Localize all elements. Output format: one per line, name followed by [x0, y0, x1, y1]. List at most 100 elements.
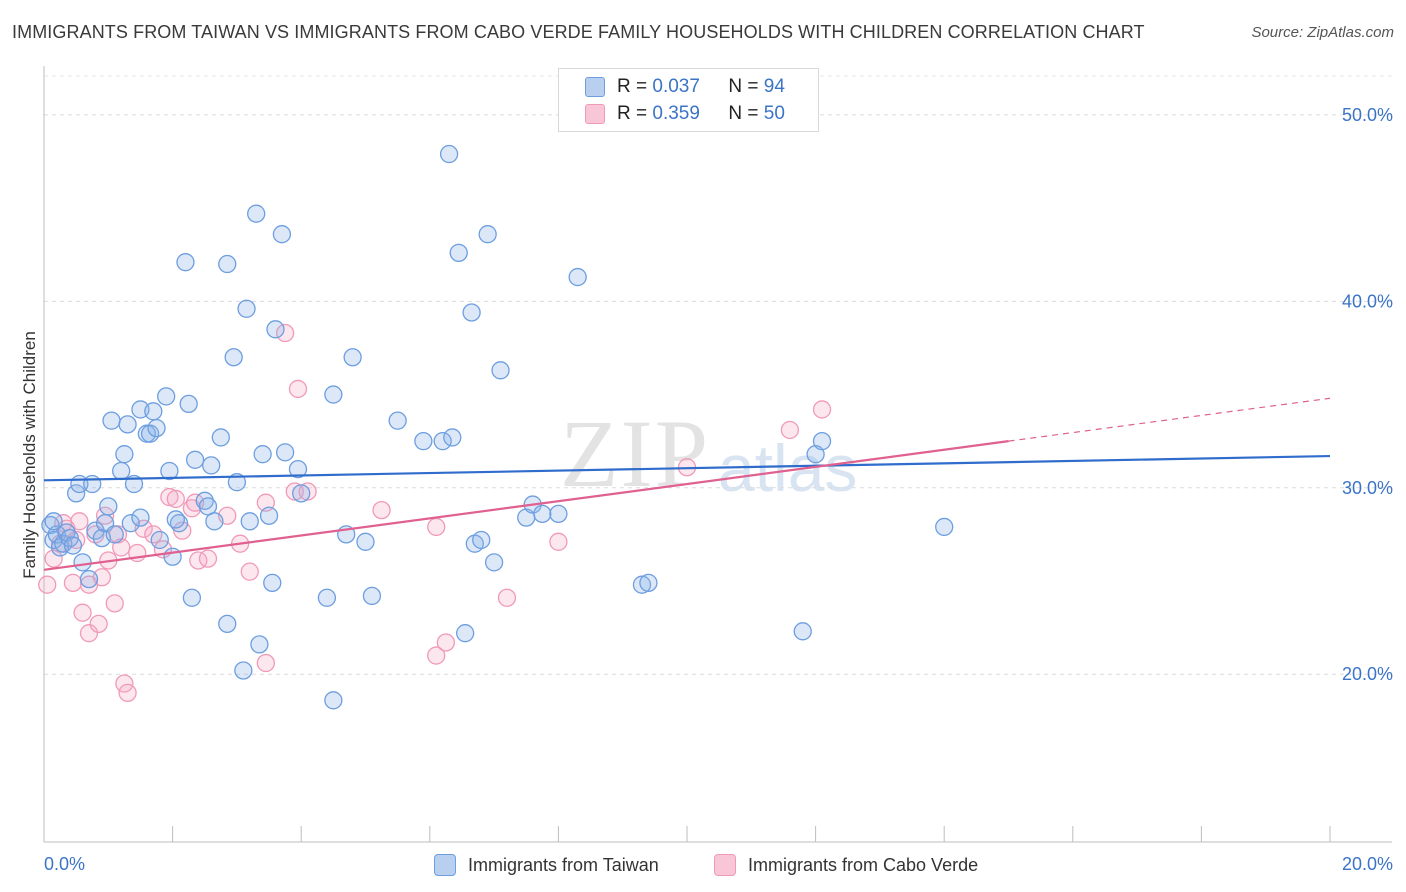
point-taiwan — [147, 418, 166, 438]
point-caboverde — [549, 532, 568, 551]
point-caboverde — [198, 549, 218, 568]
point-caboverde — [256, 653, 275, 673]
point-caboverde — [427, 646, 446, 665]
watermark-zip: ZIP — [560, 400, 710, 507]
point-caboverde — [160, 487, 179, 507]
point-taiwan — [439, 144, 459, 164]
point-caboverde — [372, 500, 391, 520]
trend-line-caboverde — [43, 440, 1009, 571]
point-taiwan — [79, 569, 99, 589]
point-taiwan — [317, 588, 337, 607]
point-caboverde — [288, 379, 308, 399]
series-caboverde-points — [38, 323, 832, 702]
point-taiwan — [272, 225, 292, 244]
point-taiwan — [259, 506, 279, 525]
point-taiwan — [292, 484, 311, 503]
trend-line-taiwan — [43, 454, 1331, 482]
point-caboverde — [70, 512, 89, 531]
gridlines — [44, 75, 1392, 675]
point-taiwan — [211, 428, 230, 447]
point-taiwan — [253, 445, 272, 464]
point-caboverde — [89, 614, 108, 634]
point-taiwan — [568, 267, 587, 287]
point-taiwan — [343, 348, 362, 367]
trend-line-caboverde-extension — [1008, 397, 1331, 442]
legend-row-taiwan: R = 0.037 N = 94 — [585, 74, 785, 100]
point-caboverde — [240, 562, 259, 581]
point-taiwan — [105, 525, 124, 544]
point-taiwan — [99, 497, 118, 516]
point-taiwan — [433, 432, 452, 451]
legend-n-label: N = — [728, 76, 759, 97]
legend-r-value: 0.359 — [652, 103, 700, 124]
point-taiwan — [356, 532, 375, 551]
x-tick-label: 0.0% — [44, 854, 85, 874]
point-taiwan — [150, 530, 169, 550]
point-caboverde — [497, 588, 517, 607]
point-caboverde — [275, 323, 295, 343]
y-tick-label: 50.0% — [1342, 105, 1393, 125]
legend-n-value: 94 — [763, 76, 785, 97]
point-taiwan — [935, 517, 954, 537]
point-caboverde — [298, 482, 317, 501]
point-taiwan — [449, 243, 468, 262]
point-taiwan — [250, 635, 269, 654]
point-taiwan — [549, 504, 568, 524]
point-taiwan — [195, 491, 214, 510]
point-caboverde — [166, 489, 185, 509]
point-taiwan — [176, 253, 195, 272]
point-taiwan — [202, 456, 221, 475]
y-tick-label: 20.0% — [1342, 664, 1393, 684]
legend-swatch-caboverde — [714, 854, 736, 876]
point-taiwan — [533, 504, 552, 524]
point-caboverde — [79, 624, 99, 643]
point-taiwan — [205, 512, 224, 531]
legend-item-taiwan[interactable]: Immigrants from Taiwan — [434, 852, 659, 878]
point-taiwan — [224, 348, 243, 367]
point-caboverde — [812, 400, 832, 419]
point-taiwan — [121, 514, 140, 533]
point-taiwan — [275, 443, 295, 462]
point-taiwan — [288, 459, 308, 479]
tick-labels: 20.0% 30.0% 40.0% 50.0% 0.0% 20.0% — [44, 105, 1393, 874]
point-caboverde — [105, 594, 124, 613]
point-taiwan — [157, 387, 176, 406]
legend-swatch-taiwan — [585, 77, 605, 97]
point-taiwan — [102, 411, 121, 430]
point-taiwan — [639, 573, 658, 592]
legend-label-caboverde: Immigrants from Cabo Verde — [748, 854, 979, 875]
point-taiwan — [324, 691, 343, 710]
series-taiwan-points — [41, 144, 954, 710]
point-taiwan — [472, 530, 491, 550]
legend-item-caboverde[interactable]: Immigrants from Cabo Verde — [714, 852, 978, 878]
point-taiwan — [812, 432, 832, 451]
legend-n-value: 50 — [763, 103, 785, 124]
point-taiwan — [247, 204, 266, 223]
point-taiwan — [179, 394, 198, 414]
point-caboverde — [436, 633, 456, 652]
point-taiwan — [166, 510, 185, 529]
point-caboverde — [780, 420, 800, 440]
chart-title: IMMIGRANTS FROM TAIWAN VS IMMIGRANTS FRO… — [12, 22, 1145, 42]
legend-r-label: R = — [617, 103, 648, 124]
axes — [43, 66, 1392, 843]
point-taiwan — [218, 614, 237, 634]
point-taiwan — [86, 521, 105, 540]
point-taiwan — [73, 553, 92, 572]
point-taiwan — [218, 254, 237, 274]
point-taiwan — [237, 299, 256, 318]
point-taiwan — [491, 361, 510, 380]
correlation-legend: R = 0.037 N = 94 R = 0.359 N = 50 — [558, 68, 819, 132]
legend-n-label: N = — [728, 103, 759, 124]
point-taiwan — [185, 450, 205, 469]
point-taiwan — [112, 461, 131, 481]
legend-label-taiwan: Immigrants from Taiwan — [468, 854, 659, 875]
point-taiwan — [484, 553, 504, 572]
point-taiwan — [44, 512, 63, 531]
point-taiwan — [115, 445, 134, 464]
point-taiwan — [362, 586, 382, 606]
point-caboverde — [285, 482, 304, 501]
point-taiwan — [63, 536, 83, 555]
point-taiwan — [443, 428, 462, 447]
